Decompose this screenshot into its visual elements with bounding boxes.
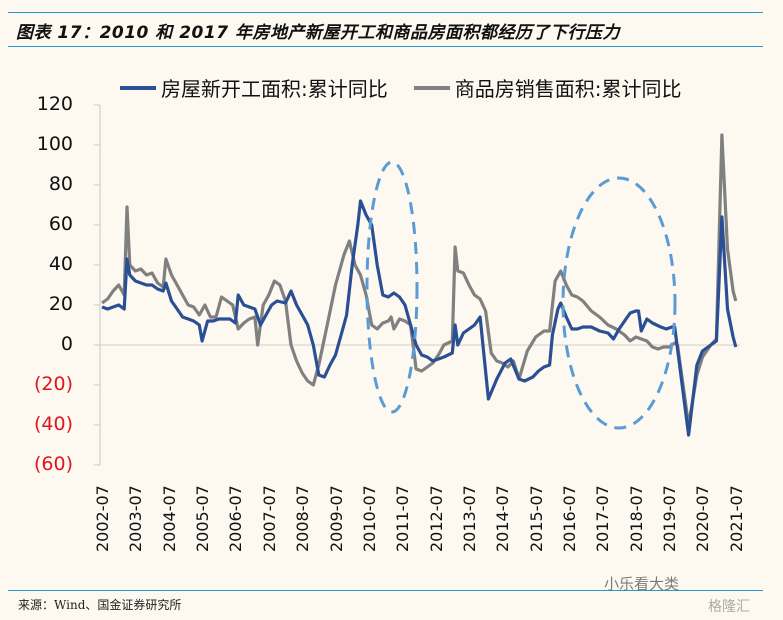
watermark-2: 格隆汇: [708, 599, 750, 615]
annotation-ellipse-2010: [365, 160, 419, 414]
annotation-ellipse-2017: [561, 176, 677, 430]
y-tick-label: (20): [33, 373, 73, 395]
y-tick-label: 0: [60, 333, 73, 355]
series-line-new-starts: [101, 199, 738, 437]
y-tick-label: (60): [33, 453, 73, 475]
top-rule: [8, 12, 763, 13]
y-tick-label: 120: [36, 93, 73, 115]
y-axis-ticks: [94, 104, 100, 466]
source-note: 来源：Wind、国金证券研究所: [18, 598, 182, 612]
y-tick-label: (40): [33, 413, 73, 435]
y-tick-label: 40: [48, 253, 73, 275]
y-tick-label: 60: [48, 213, 73, 235]
legend-label-sales: 商品房销售面积:累计同比: [454, 77, 682, 101]
y-tick-label: 80: [48, 173, 73, 195]
chart-title: 图表 17：2010 和 2017 年房地产新屋开工和商品房面积都经历了下行压力: [16, 23, 620, 43]
y-tick-label: 20: [48, 293, 73, 315]
series-line-sales: [101, 133, 738, 427]
watermark: 小乐看大类: [604, 575, 680, 593]
legend-swatch-sales: [413, 85, 450, 90]
legend-swatch-new-starts: [120, 85, 156, 90]
legend-label-new-starts: 房屋新开工面积:累计同比: [161, 77, 388, 101]
y-tick-label: 100: [36, 133, 73, 155]
bottom-rule: [8, 590, 763, 591]
chart-legend: 房屋新开工面积:累计同比 商品房销售面积:累计同比: [120, 73, 708, 102]
legend-item-sales: 商品房销售面积:累计同比: [413, 73, 682, 102]
legend-item-new-starts: 房屋新开工面积:累计同比: [120, 73, 388, 102]
title-rule: [8, 46, 763, 47]
